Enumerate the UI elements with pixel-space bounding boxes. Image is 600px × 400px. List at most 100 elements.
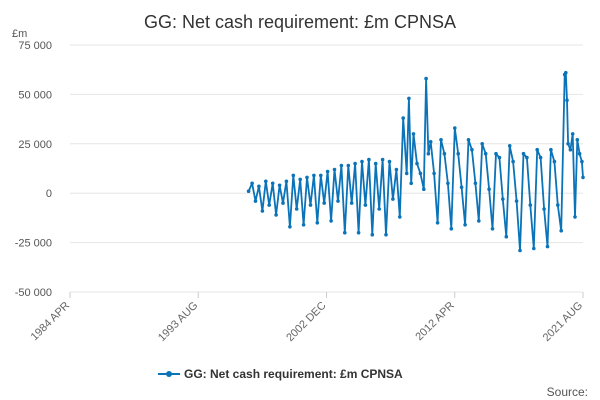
data-point[interactable] [483, 151, 488, 156]
data-point[interactable] [308, 203, 313, 207]
data-point[interactable] [559, 228, 563, 233]
data-point[interactable] [565, 98, 569, 103]
data-point[interactable] [401, 116, 406, 120]
data-point[interactable] [356, 230, 361, 235]
data-point[interactable] [339, 163, 344, 168]
data-point[interactable] [497, 155, 502, 160]
data-point[interactable] [528, 203, 533, 207]
data-point[interactable] [564, 70, 568, 75]
data-point[interactable] [264, 179, 268, 184]
data-point[interactable] [473, 181, 478, 186]
data-point[interactable] [409, 181, 414, 186]
data-point[interactable] [504, 234, 509, 239]
data-point[interactable] [568, 147, 573, 152]
data-point[interactable] [435, 221, 440, 225]
data-point[interactable] [394, 167, 399, 172]
data-point[interactable] [277, 183, 282, 188]
data-point[interactable] [398, 215, 402, 219]
data-point[interactable] [291, 173, 296, 178]
data-point[interactable] [373, 161, 378, 166]
data-point[interactable] [418, 171, 423, 176]
data-point[interactable] [449, 227, 454, 231]
data-point[interactable] [411, 132, 416, 136]
data-point[interactable] [432, 171, 436, 176]
data-point[interactable] [332, 167, 337, 172]
data-point[interactable] [246, 189, 251, 193]
data-point[interactable] [507, 144, 512, 148]
data-point[interactable] [387, 159, 392, 164]
data-point[interactable] [360, 159, 364, 164]
data-point[interactable] [281, 201, 285, 205]
data-point[interactable] [532, 246, 536, 251]
data-point[interactable] [349, 201, 354, 205]
data-point[interactable] [494, 151, 498, 156]
data-point[interactable] [487, 187, 491, 191]
data-point[interactable] [573, 215, 577, 219]
data-point[interactable] [570, 132, 575, 136]
data-point[interactable] [521, 151, 526, 156]
data-point[interactable] [353, 161, 357, 166]
data-point[interactable] [428, 140, 433, 144]
data-point[interactable] [325, 169, 330, 174]
data-point[interactable] [552, 159, 557, 164]
data-point[interactable] [439, 138, 443, 142]
data-point[interactable] [377, 207, 382, 211]
data-point[interactable] [336, 199, 340, 203]
data-point[interactable] [274, 213, 278, 217]
data-point[interactable] [480, 142, 485, 146]
data-point[interactable] [459, 185, 464, 190]
data-point[interactable] [270, 181, 275, 186]
data-point[interactable] [322, 201, 327, 205]
data-point[interactable] [284, 179, 289, 184]
data-point[interactable] [566, 142, 570, 146]
data-point[interactable] [253, 199, 258, 203]
data-point[interactable] [575, 138, 580, 142]
data-point[interactable] [525, 155, 529, 160]
data-point[interactable] [581, 175, 585, 180]
data-point[interactable] [305, 175, 309, 180]
data-point[interactable] [343, 230, 347, 235]
data-point[interactable] [442, 151, 447, 156]
data-point[interactable] [511, 159, 515, 164]
data-point[interactable] [477, 219, 481, 223]
data-point[interactable] [250, 181, 254, 186]
data-point[interactable] [518, 248, 522, 253]
data-point[interactable] [422, 187, 426, 191]
data-point[interactable] [535, 147, 539, 152]
data-point[interactable] [380, 157, 385, 162]
data-point[interactable] [298, 177, 303, 182]
data-point[interactable] [577, 151, 582, 156]
data-point[interactable] [446, 181, 450, 186]
data-point[interactable] [288, 225, 292, 229]
data-point[interactable] [407, 96, 411, 101]
data-point[interactable] [580, 159, 584, 164]
data-point[interactable] [415, 161, 419, 166]
data-point[interactable] [556, 203, 560, 207]
data-point[interactable] [545, 244, 550, 249]
data-point[interactable] [538, 155, 543, 160]
data-point[interactable] [384, 232, 388, 237]
data-point[interactable] [456, 151, 461, 156]
data-point[interactable] [312, 173, 316, 178]
data-point[interactable] [542, 207, 546, 211]
data-point[interactable] [404, 171, 409, 176]
data-point[interactable] [501, 197, 505, 201]
data-point[interactable] [370, 232, 375, 237]
data-point[interactable] [301, 223, 306, 227]
data-point[interactable] [267, 203, 272, 207]
data-point[interactable] [426, 151, 431, 156]
data-point[interactable] [470, 147, 474, 152]
data-point[interactable] [363, 203, 368, 207]
data-point[interactable] [466, 138, 471, 142]
data-point[interactable] [391, 197, 395, 201]
data-point[interactable] [329, 219, 333, 223]
data-point[interactable] [367, 157, 371, 162]
data-point[interactable] [319, 173, 323, 178]
data-point[interactable] [490, 227, 495, 231]
data-point[interactable] [463, 223, 467, 227]
data-point[interactable] [257, 184, 261, 189]
data-point[interactable] [294, 207, 299, 211]
legend[interactable]: GG: Net cash requirement: £m CPNSA [158, 367, 403, 381]
data-point[interactable] [315, 221, 320, 225]
data-point[interactable] [424, 76, 428, 81]
